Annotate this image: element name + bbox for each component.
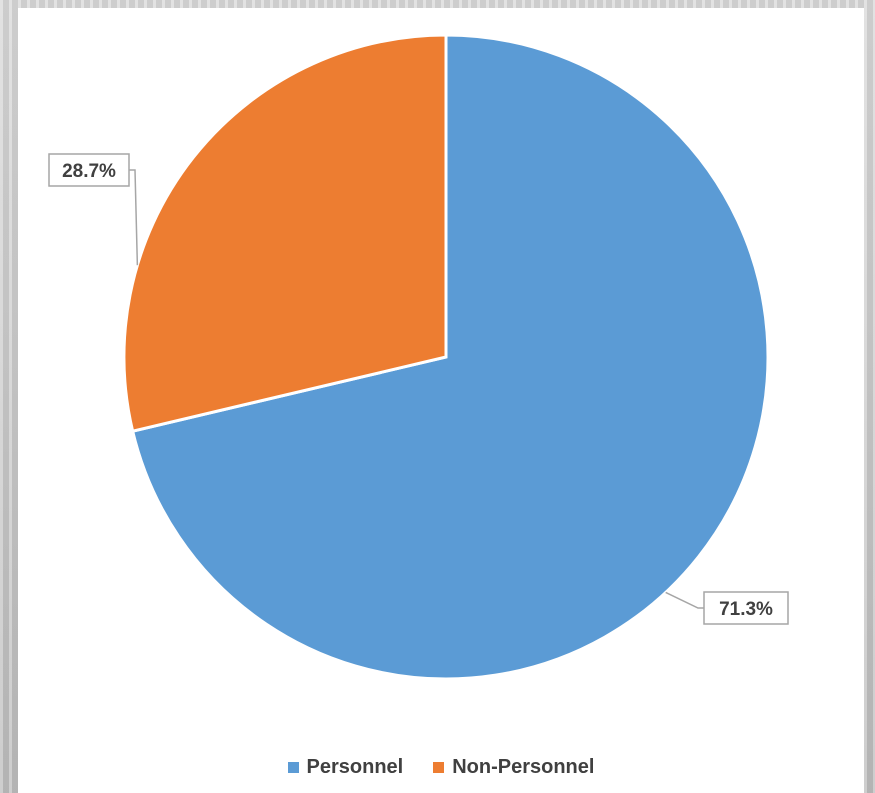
pie-chart: 71.3% 28.7% xyxy=(48,33,789,681)
leader-line-non-personnel xyxy=(129,169,139,266)
data-label-box-non-personnel xyxy=(48,153,130,187)
legend-swatch-non-personnel xyxy=(433,762,445,773)
pie-slice-non-personnel xyxy=(122,33,448,433)
legend-item-non-personnel: Non-Personnel xyxy=(433,756,594,779)
data-labels: 71.3% 28.7% xyxy=(48,153,789,625)
legend-label-personnel: Personnel xyxy=(306,756,404,778)
legend-item-personnel: Personnel xyxy=(287,756,404,779)
data-label-box-personnel xyxy=(703,591,789,625)
data-label-non-personnel: 28.7% xyxy=(62,161,116,182)
legend-swatch-personnel xyxy=(287,762,299,773)
data-label-personnel: 71.3% xyxy=(719,599,773,620)
leader-line-personnel xyxy=(665,591,704,609)
chart-panel: 71.3% 28.7% Personnel Non-Personnel xyxy=(18,8,864,793)
legend-label-non-personnel: Non-Personnel xyxy=(452,756,595,778)
chart-legend: Personnel Non-Personnel xyxy=(18,756,864,779)
pie-slice-personnel xyxy=(130,33,770,681)
